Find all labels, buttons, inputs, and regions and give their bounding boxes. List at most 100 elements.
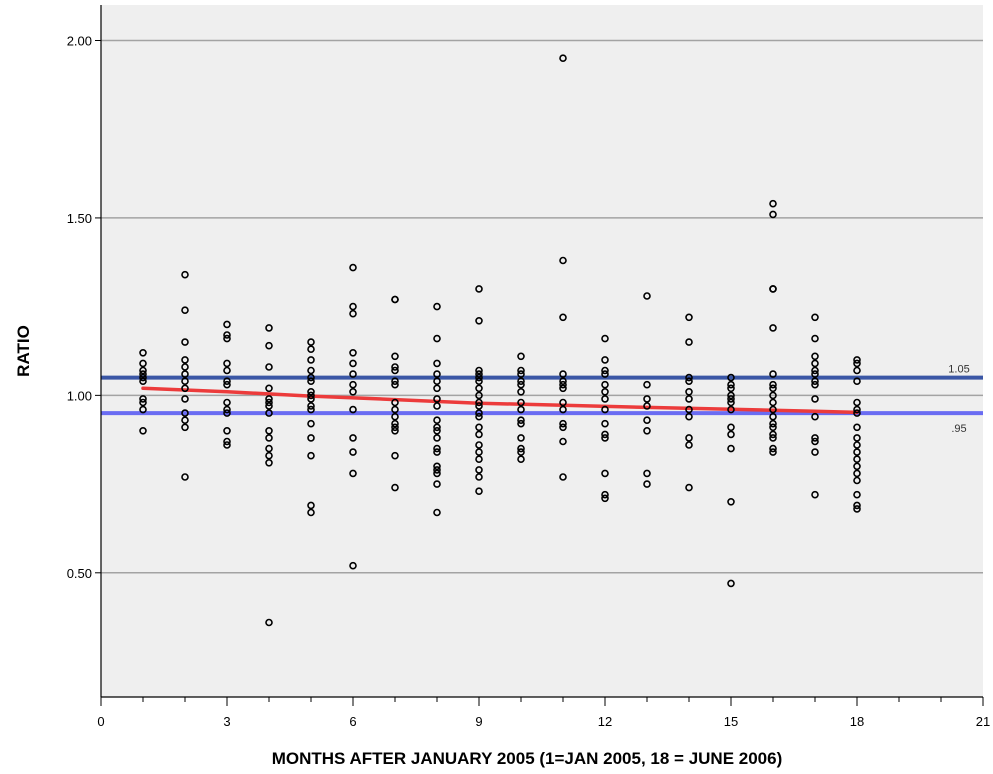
- data-point: [517, 352, 525, 361]
- data-point: [559, 473, 567, 481]
- data-point: [181, 363, 189, 371]
- data-point: [601, 334, 609, 343]
- data-point: [769, 405, 777, 414]
- data-point: [223, 366, 231, 375]
- data-point: [475, 412, 483, 421]
- data-point: [433, 334, 441, 343]
- data-point: [769, 419, 777, 428]
- data-point: [433, 302, 441, 311]
- data-point: [685, 395, 693, 403]
- data-point: [559, 384, 567, 393]
- data-point: [391, 483, 399, 492]
- data-point: [811, 395, 819, 403]
- gridlines: [101, 39, 983, 574]
- data-point: [433, 402, 441, 410]
- data-point: [349, 405, 357, 414]
- data-point: [433, 370, 441, 378]
- data-point: [307, 373, 315, 382]
- data-point: [433, 359, 441, 368]
- data-point: [559, 405, 567, 414]
- data-point: [433, 480, 441, 488]
- data-point: [307, 387, 315, 396]
- data-point: [601, 366, 609, 375]
- data-point: [643, 426, 651, 435]
- data-point: [475, 391, 483, 400]
- data-point: [349, 380, 357, 389]
- y-axis-title: RATIO: [14, 325, 33, 377]
- data-point: [307, 402, 315, 410]
- data-point: [685, 405, 693, 414]
- data-point: [391, 451, 399, 460]
- data-point: [433, 462, 441, 471]
- data-point: [475, 377, 483, 386]
- y-axis: 0.50 1.00 1.50 2.00: [67, 5, 102, 697]
- data-point: [391, 363, 399, 371]
- data-point: [139, 373, 147, 382]
- data-point: [811, 313, 819, 322]
- data-point: [727, 384, 735, 393]
- data-point: [223, 320, 231, 329]
- data-point: [475, 366, 483, 375]
- data-point: [475, 409, 483, 417]
- data-point: [349, 434, 357, 442]
- data-point: [475, 430, 483, 439]
- data-point: [517, 455, 525, 464]
- data-point: [811, 434, 819, 442]
- data-point: [475, 466, 483, 474]
- data-point: [853, 434, 861, 442]
- data-point: [601, 469, 609, 478]
- data-point: [517, 387, 525, 396]
- data-point: [769, 444, 777, 453]
- data-point: [223, 331, 231, 339]
- data-point: [811, 359, 819, 368]
- data-point: [307, 501, 315, 510]
- data-point: [853, 501, 861, 510]
- data-point: [265, 426, 273, 435]
- data-point: [223, 405, 231, 414]
- data-point: [853, 409, 861, 417]
- data-point: [391, 405, 399, 414]
- data-point: [685, 373, 693, 382]
- data-point: [517, 434, 525, 442]
- data-point: [811, 377, 819, 386]
- data-point: [517, 380, 525, 389]
- data-point: [139, 359, 147, 368]
- data-point: [559, 377, 567, 386]
- data-point: [349, 302, 357, 311]
- data-point: [769, 398, 777, 407]
- data-point: [391, 377, 399, 386]
- data-point: [853, 366, 861, 375]
- data-point: [349, 309, 357, 318]
- data-point: [517, 377, 525, 386]
- data-point: [727, 380, 735, 389]
- data-point: [601, 395, 609, 403]
- data-point: [181, 409, 189, 417]
- data-point: [181, 377, 189, 386]
- data-point: [559, 370, 567, 378]
- data-point: [559, 398, 567, 407]
- data-point: [349, 348, 357, 357]
- data-point: [559, 313, 567, 322]
- data-point: [517, 405, 525, 414]
- data-point: [433, 384, 441, 393]
- x-tick-label: 21: [976, 714, 990, 729]
- data-point: [307, 405, 315, 414]
- data-point: [139, 426, 147, 435]
- data-points: [139, 54, 861, 627]
- data-point: [181, 473, 189, 481]
- data-point: [769, 430, 777, 439]
- data-point: [811, 366, 819, 375]
- data-point: [517, 444, 525, 453]
- data-point: [643, 416, 651, 425]
- data-point: [433, 444, 441, 453]
- data-point: [223, 334, 231, 343]
- data-point: [517, 366, 525, 375]
- data-point: [769, 423, 777, 432]
- data-point: [727, 444, 735, 453]
- fit-line: [141, 386, 859, 415]
- reference-line-label: 1.05: [948, 364, 969, 376]
- data-point: [559, 256, 567, 265]
- data-point: [433, 377, 441, 386]
- data-point: [517, 419, 525, 428]
- data-point: [727, 579, 735, 588]
